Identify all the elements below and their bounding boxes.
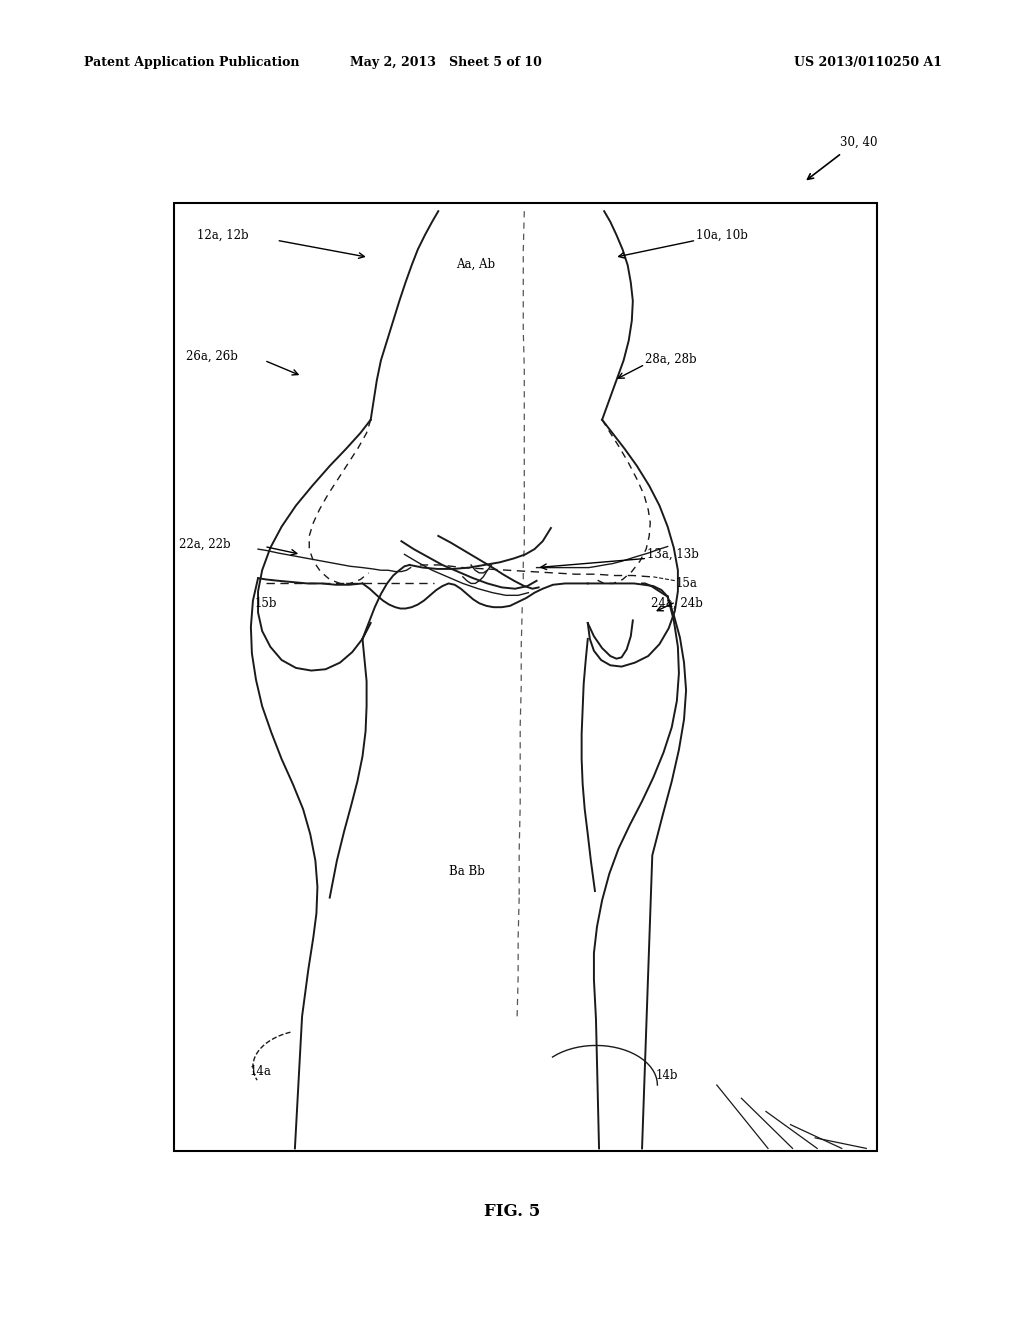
Text: 22a, 22b: 22a, 22b	[179, 537, 230, 550]
Text: 26a, 26b: 26a, 26b	[186, 350, 239, 363]
Text: 15a: 15a	[676, 577, 697, 590]
Text: 30, 40: 30, 40	[840, 136, 878, 149]
Text: US 2013/0110250 A1: US 2013/0110250 A1	[795, 55, 942, 69]
Bar	[174, 203, 877, 1151]
Text: 14a: 14a	[250, 1065, 271, 1078]
Text: 28a, 28b: 28a, 28b	[645, 352, 696, 366]
Text: 24a, 24b: 24a, 24b	[651, 597, 703, 610]
Text: 10a, 10b: 10a, 10b	[696, 228, 749, 242]
Text: 14b: 14b	[655, 1069, 678, 1082]
Text: Ba Bb: Ba Bb	[449, 865, 484, 878]
Text: Aa, Ab: Aa, Ab	[456, 257, 495, 271]
Text: Patent Application Publication: Patent Application Publication	[84, 55, 299, 69]
Text: FIG. 5: FIG. 5	[484, 1204, 540, 1220]
Text: May 2, 2013   Sheet 5 of 10: May 2, 2013 Sheet 5 of 10	[349, 55, 542, 69]
Text: 15b: 15b	[255, 597, 278, 610]
Text: 13a, 13b: 13a, 13b	[647, 548, 699, 561]
Text: 12a, 12b: 12a, 12b	[197, 228, 248, 242]
